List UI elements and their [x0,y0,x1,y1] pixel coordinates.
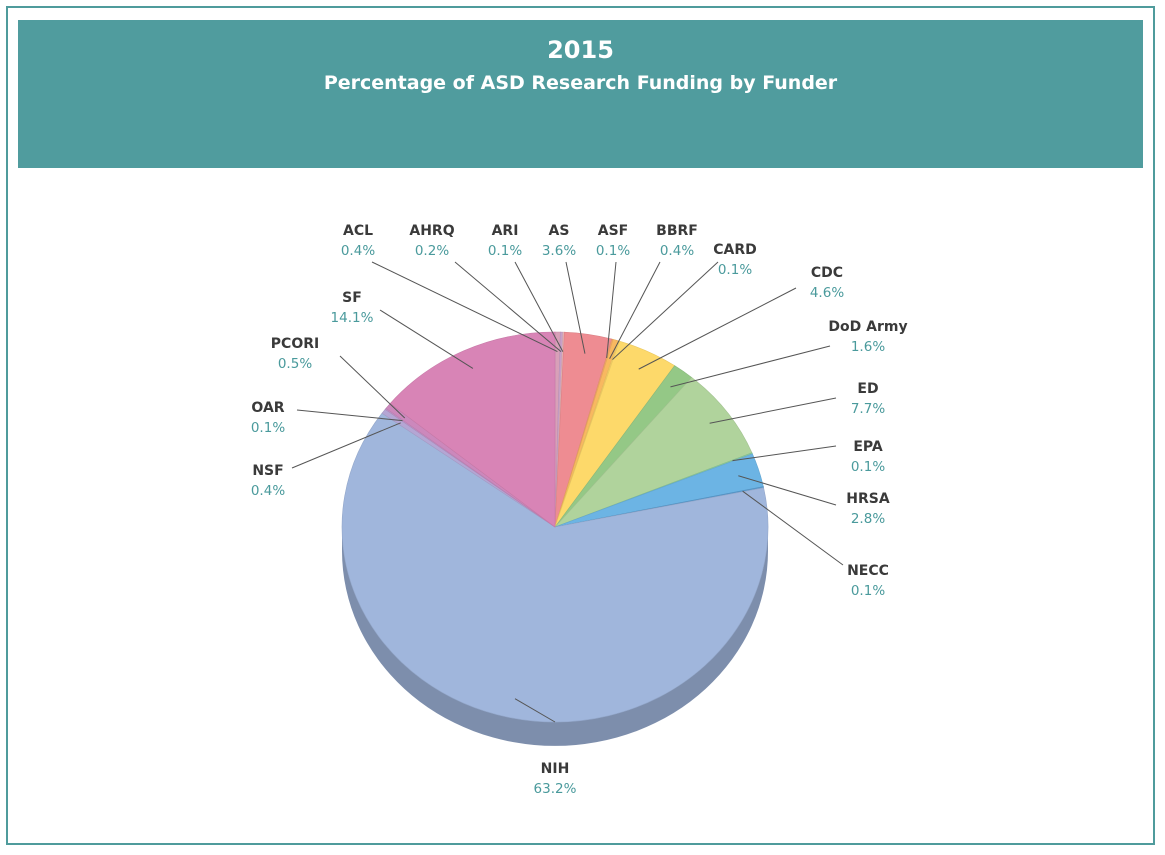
leader-line-asf [606,261,617,359]
slice-label-epa: EPA [853,439,883,455]
slice-label-sf: SF [342,290,362,306]
chart-frame [6,6,1155,845]
slice-label-oar: OAR [251,400,284,416]
title-banner: 2015 Percentage of ASD Research Funding … [18,20,1143,168]
slice-label-necc: NECC [847,563,889,579]
chart-subtitle: Percentage of ASD Research Funding by Fu… [323,72,838,94]
leader-line-sf [379,309,474,369]
slice-value-asf: 0.1% [596,243,630,259]
slice-value-ahrq: 0.2% [415,243,449,259]
leader-line-bbrf [609,261,661,359]
slice-value-bbrf: 0.4% [660,243,694,259]
leader-line-ahrq [454,261,562,352]
slice-value-necc: 0.1% [851,583,885,599]
leader-line-hrsa [738,475,837,506]
slice-label-dod-army: DoD Army [828,319,907,335]
leader-line-card [612,261,719,360]
slice-label-as: AS [549,223,570,239]
slice-label-card: CARD [713,242,757,258]
leader-line-as [565,261,586,354]
slice-value-ed: 7.7% [851,401,885,417]
leader-line-dod-army [670,345,831,388]
slice-value-as: 3.6% [542,243,576,259]
slice-label-ed: ED [857,381,878,397]
leader-line-acl [371,261,558,352]
slice-value-pcori: 0.5% [278,356,312,372]
slice-label-ahrq: AHRQ [409,223,454,239]
slice-label-nsf: NSF [252,463,283,479]
slice-value-nsf: 0.4% [251,483,285,499]
leader-line-cdc [638,287,797,370]
leader-line-epa [732,445,837,462]
slice-value-ari: 0.1% [488,243,522,259]
leader-line-oar [296,409,403,422]
slice-value-epa: 0.1% [851,459,885,475]
slice-label-acl: ACL [343,223,373,239]
leader-line-ari [514,261,564,352]
slice-label-pcori: PCORI [271,336,319,352]
slice-label-hrsa: HRSA [846,491,890,507]
slice-value-sf: 14.1% [331,310,374,326]
slice-value-oar: 0.1% [251,420,285,436]
pie-slices [341,331,769,723]
slice-value-cdc: 4.6% [810,285,844,301]
leader-line-pcori [339,355,406,419]
leader-line-nsf [291,422,401,469]
slice-value-card: 0.1% [718,262,752,278]
slice-label-cdc: CDC [811,265,843,281]
slice-label-bbrf: BBRF [656,223,698,239]
leader-line-ed [709,397,837,424]
slice-label-nih: NIH [541,761,570,777]
slice-label-ari: ARI [492,223,519,239]
pie-labels: ACL 0.4% AHRQ 0.2% ARI 0.1% AS 3.6% ASF 0.1% BBRF 0… [251,223,908,797]
slice-value-nih: 63.2% [534,781,577,797]
pie-slice-ed [554,377,753,528]
pie-slice-nih [341,412,769,723]
leader-line-necc [742,490,844,566]
slice-value-hrsa: 2.8% [851,511,885,527]
leader-line-nih [514,698,556,723]
slice-label-asf: ASF [598,223,628,239]
slice-value-acl: 0.4% [341,243,375,259]
slice-value-dod-army: 1.6% [851,339,885,355]
chart-title: 2015 [547,36,614,64]
